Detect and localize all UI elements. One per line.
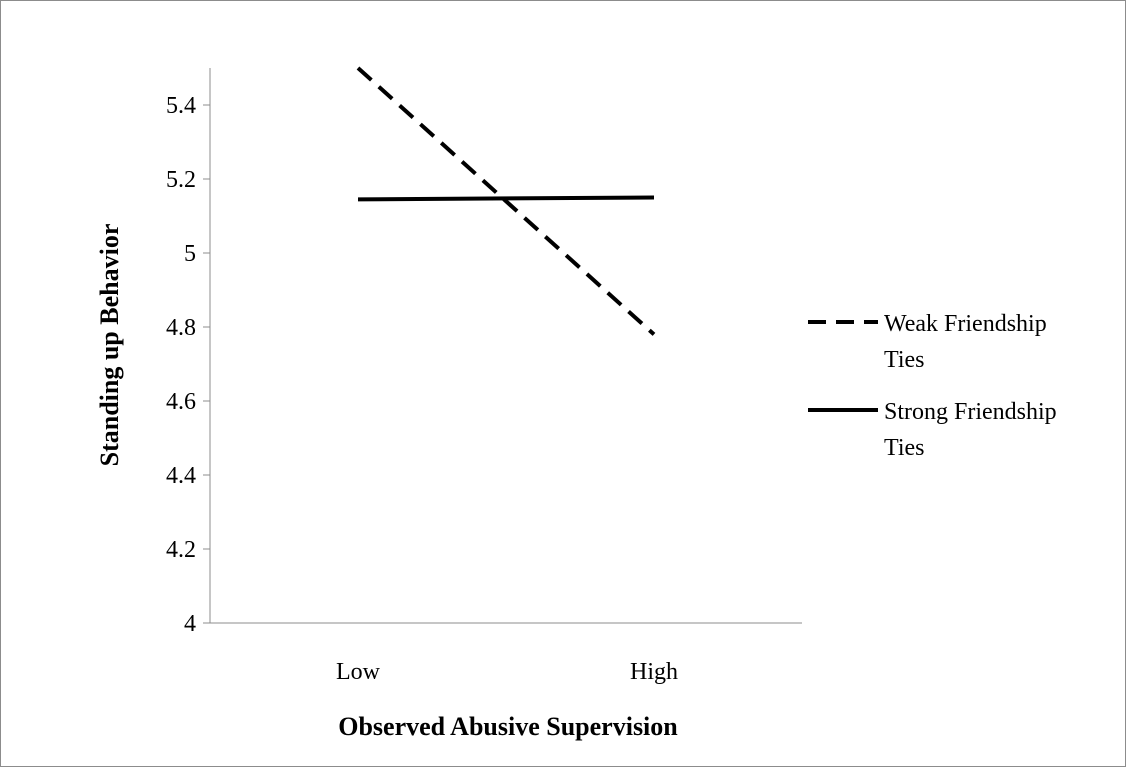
legend-label: Weak Friendship xyxy=(884,311,1047,337)
y-tick-label: 4.8 xyxy=(166,315,196,341)
y-tick-label: 4.6 xyxy=(166,389,196,415)
y-tick-label: 4.4 xyxy=(166,463,196,489)
x-tick-label: High xyxy=(630,659,678,685)
legend-label: Ties xyxy=(884,347,924,373)
axes xyxy=(209,68,802,624)
legend-label: Strong Friendship xyxy=(884,399,1057,425)
y-axis-title: Standing up Behavior xyxy=(95,224,124,467)
series-layer xyxy=(356,66,656,336)
x-tick-label: Low xyxy=(336,659,381,685)
y-tick-label: 4.2 xyxy=(166,537,196,563)
series-line-weak-friendship-ties xyxy=(356,66,656,336)
y-axis-ticks: 4 4.2 4.4 4.6 4.8 5 5.2 5.4 xyxy=(166,93,210,637)
y-tick-label: 5.4 xyxy=(166,93,196,119)
x-axis-ticks: Low High xyxy=(336,659,678,685)
legend: Weak Friendship Ties Strong Friendship Ties xyxy=(808,311,1057,461)
series-line-strong-friendship-ties xyxy=(357,195,655,202)
y-tick-label: 5.2 xyxy=(166,167,196,193)
x-axis-title: Observed Abusive Supervision xyxy=(338,712,678,741)
y-tick-label: 5 xyxy=(184,241,196,267)
y-tick-label: 4 xyxy=(184,611,196,637)
legend-label: Ties xyxy=(884,435,924,461)
